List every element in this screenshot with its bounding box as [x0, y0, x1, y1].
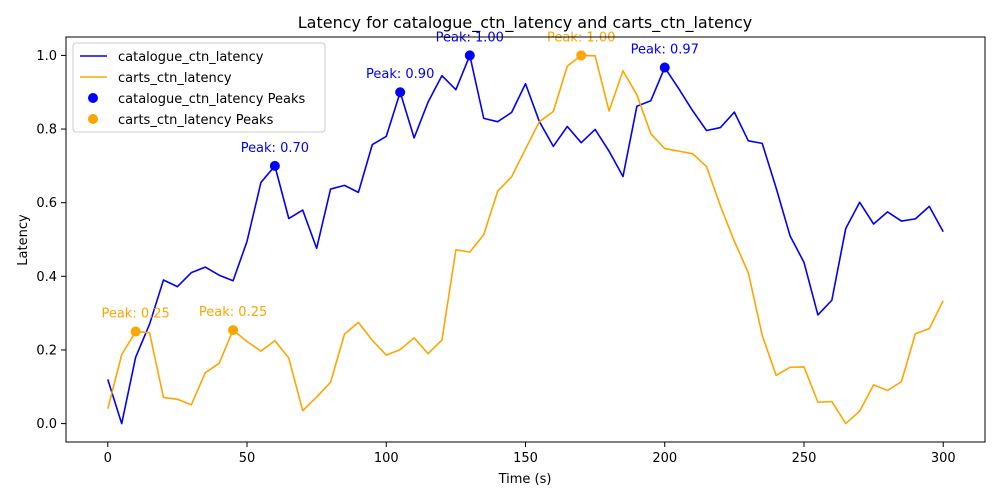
chart-title: Latency for catalogue_ctn_latency and ca… — [298, 13, 753, 33]
legend-marker-catalogue-peaks — [88, 93, 98, 103]
legend: catalogue_ctn_latency carts_ctn_latency … — [72, 42, 326, 133]
x-tick-label: 100 — [374, 451, 399, 466]
peak-marker — [269, 160, 280, 171]
y-axis-label: Latency — [16, 214, 31, 266]
peak-label: Peak: 0.70 — [241, 141, 309, 156]
x-tick-label: 200 — [652, 451, 677, 466]
peak-marker — [659, 62, 670, 73]
peak-marker — [576, 50, 587, 61]
x-axis-label: Time (s) — [498, 472, 552, 487]
peak-label: Peak: 0.25 — [199, 305, 267, 320]
legend-label-catalogue: catalogue_ctn_latency — [118, 50, 264, 65]
peak-label: Peak: 0.90 — [366, 67, 434, 82]
peak-marker — [395, 87, 406, 98]
axis-ticks: 0 50 100 150 200 250 300 0.0 0.2 0.4 0.6 0.8 1.0 — [36, 49, 955, 466]
y-tick-label: 0.2 — [36, 343, 57, 358]
legend-label-carts-peaks: carts_ctn_latency Peaks — [118, 113, 274, 128]
peak-marker — [228, 325, 239, 336]
y-tick-label: 0.0 — [36, 417, 57, 432]
y-tick-label: 0.4 — [36, 270, 57, 285]
peak-marker — [464, 50, 475, 61]
legend-label-catalogue-peaks: catalogue_ctn_latency Peaks — [118, 92, 305, 107]
peak-label: Peak: 1.00 — [547, 30, 615, 45]
x-tick-label: 0 — [104, 451, 112, 466]
x-tick-label: 50 — [239, 451, 256, 466]
x-tick-label: 150 — [513, 451, 538, 466]
series-line-carts-ctn-latency — [106, 54, 944, 425]
plot-area: Peak: 0.70 Peak: 0.90 Peak: 1.00 Peak: 0.97… — [101, 30, 944, 425]
peak-label: Peak: 0.25 — [101, 307, 169, 322]
y-tick-label: 0.6 — [36, 196, 57, 211]
legend-marker-carts-peaks — [88, 114, 98, 124]
peak-label: Peak: 1.00 — [436, 30, 504, 45]
peak-label: Peak: 0.97 — [631, 43, 699, 58]
y-tick-label: 0.8 — [36, 123, 57, 138]
legend-label-carts: carts_ctn_latency — [118, 71, 232, 86]
x-tick-label: 300 — [931, 451, 956, 466]
y-tick-label: 1.0 — [36, 49, 57, 64]
legend-box — [72, 42, 326, 133]
series-line-catalogue-ctn-latency — [107, 54, 944, 425]
x-tick-label: 250 — [792, 451, 817, 466]
peak-marker — [130, 326, 141, 337]
